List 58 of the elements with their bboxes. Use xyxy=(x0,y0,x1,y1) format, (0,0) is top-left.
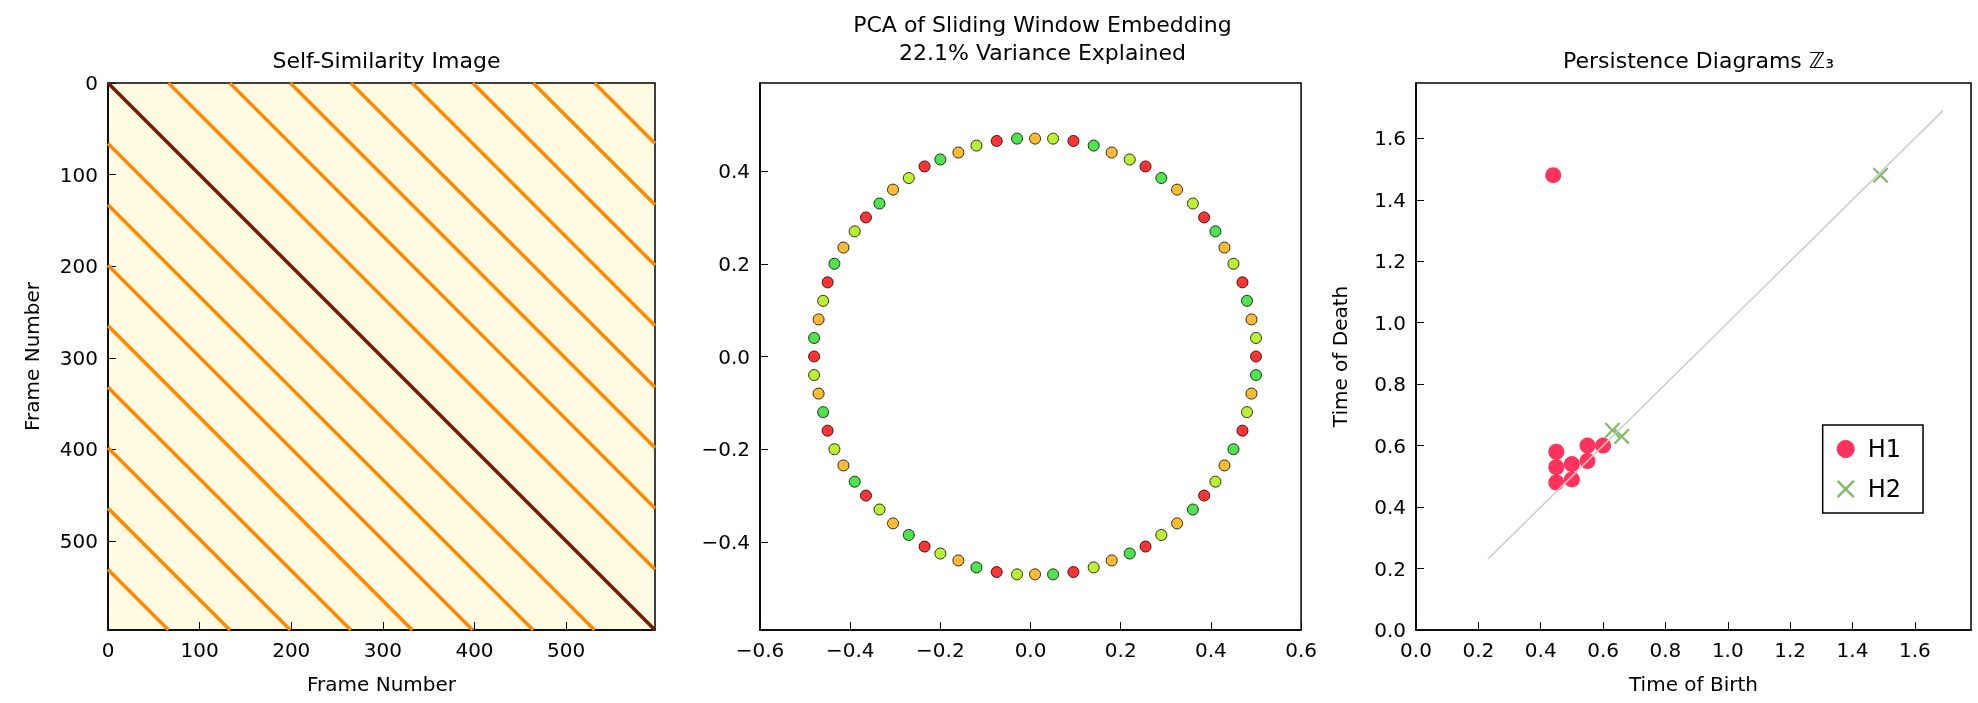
chart-title: Self-Similarity Image xyxy=(272,47,501,73)
x-tick-label: 300 xyxy=(363,638,402,662)
y-tick-label: 0.0 xyxy=(718,344,750,369)
chart-title: PCA of Sliding Window Embedding xyxy=(853,11,1232,37)
x-axis-title: Frame Number xyxy=(306,672,457,696)
x-tick-label: 1.6 xyxy=(1898,638,1931,662)
x-tick-label: 1.2 xyxy=(1774,638,1807,662)
point xyxy=(1579,437,1596,454)
point xyxy=(1545,167,1562,184)
y-tick-label: 0.6 xyxy=(1374,433,1406,458)
point xyxy=(1872,167,1889,184)
x-tick-label: 100 xyxy=(180,638,219,662)
legend-label: H1 xyxy=(1867,435,1902,463)
legend-label: H2 xyxy=(1867,475,1902,503)
y-tick-label: 1.4 xyxy=(1374,187,1406,212)
x-tick-label: 0.2 xyxy=(1104,638,1137,662)
y-tick-label: 0.2 xyxy=(718,251,750,276)
point xyxy=(1548,443,1565,460)
x-tick-label: 1.0 xyxy=(1711,638,1744,662)
y-tick-label: −0.2 xyxy=(701,437,750,462)
y-tick-label: −0.4 xyxy=(701,529,750,554)
y-tick-label: 300 xyxy=(59,345,98,370)
x-tick-label: 200 xyxy=(272,638,311,662)
x-tick-label: 500 xyxy=(547,638,586,662)
x-tick-label: 0.4 xyxy=(1524,638,1557,662)
chart-title: Persistence Diagrams ℤ₃ xyxy=(1563,47,1834,73)
y-tick-label: 500 xyxy=(59,529,98,554)
x-tick-label: 0.8 xyxy=(1649,638,1682,662)
y-tick-label: 200 xyxy=(59,254,98,279)
point xyxy=(1613,428,1630,445)
y-tick-label: 0.4 xyxy=(718,159,750,184)
y-tick-label: 400 xyxy=(59,437,98,462)
x-tick-label: 0.0 xyxy=(1014,638,1047,662)
x-tick-label: 400 xyxy=(455,638,494,662)
x-tick-label: 0.6 xyxy=(1285,638,1317,662)
x-tick-label: −0.2 xyxy=(916,638,965,662)
y-axis-title: Time of Death xyxy=(1328,285,1352,429)
y-tick-label: 0.4 xyxy=(1374,495,1406,520)
y-axis-title: Frame Number xyxy=(20,281,44,432)
y-tick-label: 0.2 xyxy=(1374,556,1406,581)
point xyxy=(1548,474,1565,491)
x-axis-title: Time of Birth xyxy=(1628,672,1758,696)
x-tick-label: −0.6 xyxy=(735,638,785,662)
x-tick-label: 0.2 xyxy=(1462,638,1495,662)
chart-subtitle: 22.1% Variance Explained xyxy=(899,39,1186,65)
y-tick-label: 0 xyxy=(85,71,98,95)
x-tick-label: 0.6 xyxy=(1587,638,1619,662)
y-tick-label: 1.0 xyxy=(1374,310,1406,335)
y-tick-label: 1.6 xyxy=(1374,126,1406,151)
y-tick-label: 1.2 xyxy=(1374,249,1406,274)
x-tick-label: −0.4 xyxy=(825,638,875,662)
x-tick-label: 0.4 xyxy=(1195,638,1227,662)
point xyxy=(1548,459,1565,476)
point xyxy=(1563,456,1580,473)
y-tick-label: 100 xyxy=(59,162,98,187)
x-tick-label: 0 xyxy=(101,638,115,662)
x-tick-label: 1.4 xyxy=(1836,638,1869,662)
y-tick-label: 0.8 xyxy=(1374,372,1406,397)
